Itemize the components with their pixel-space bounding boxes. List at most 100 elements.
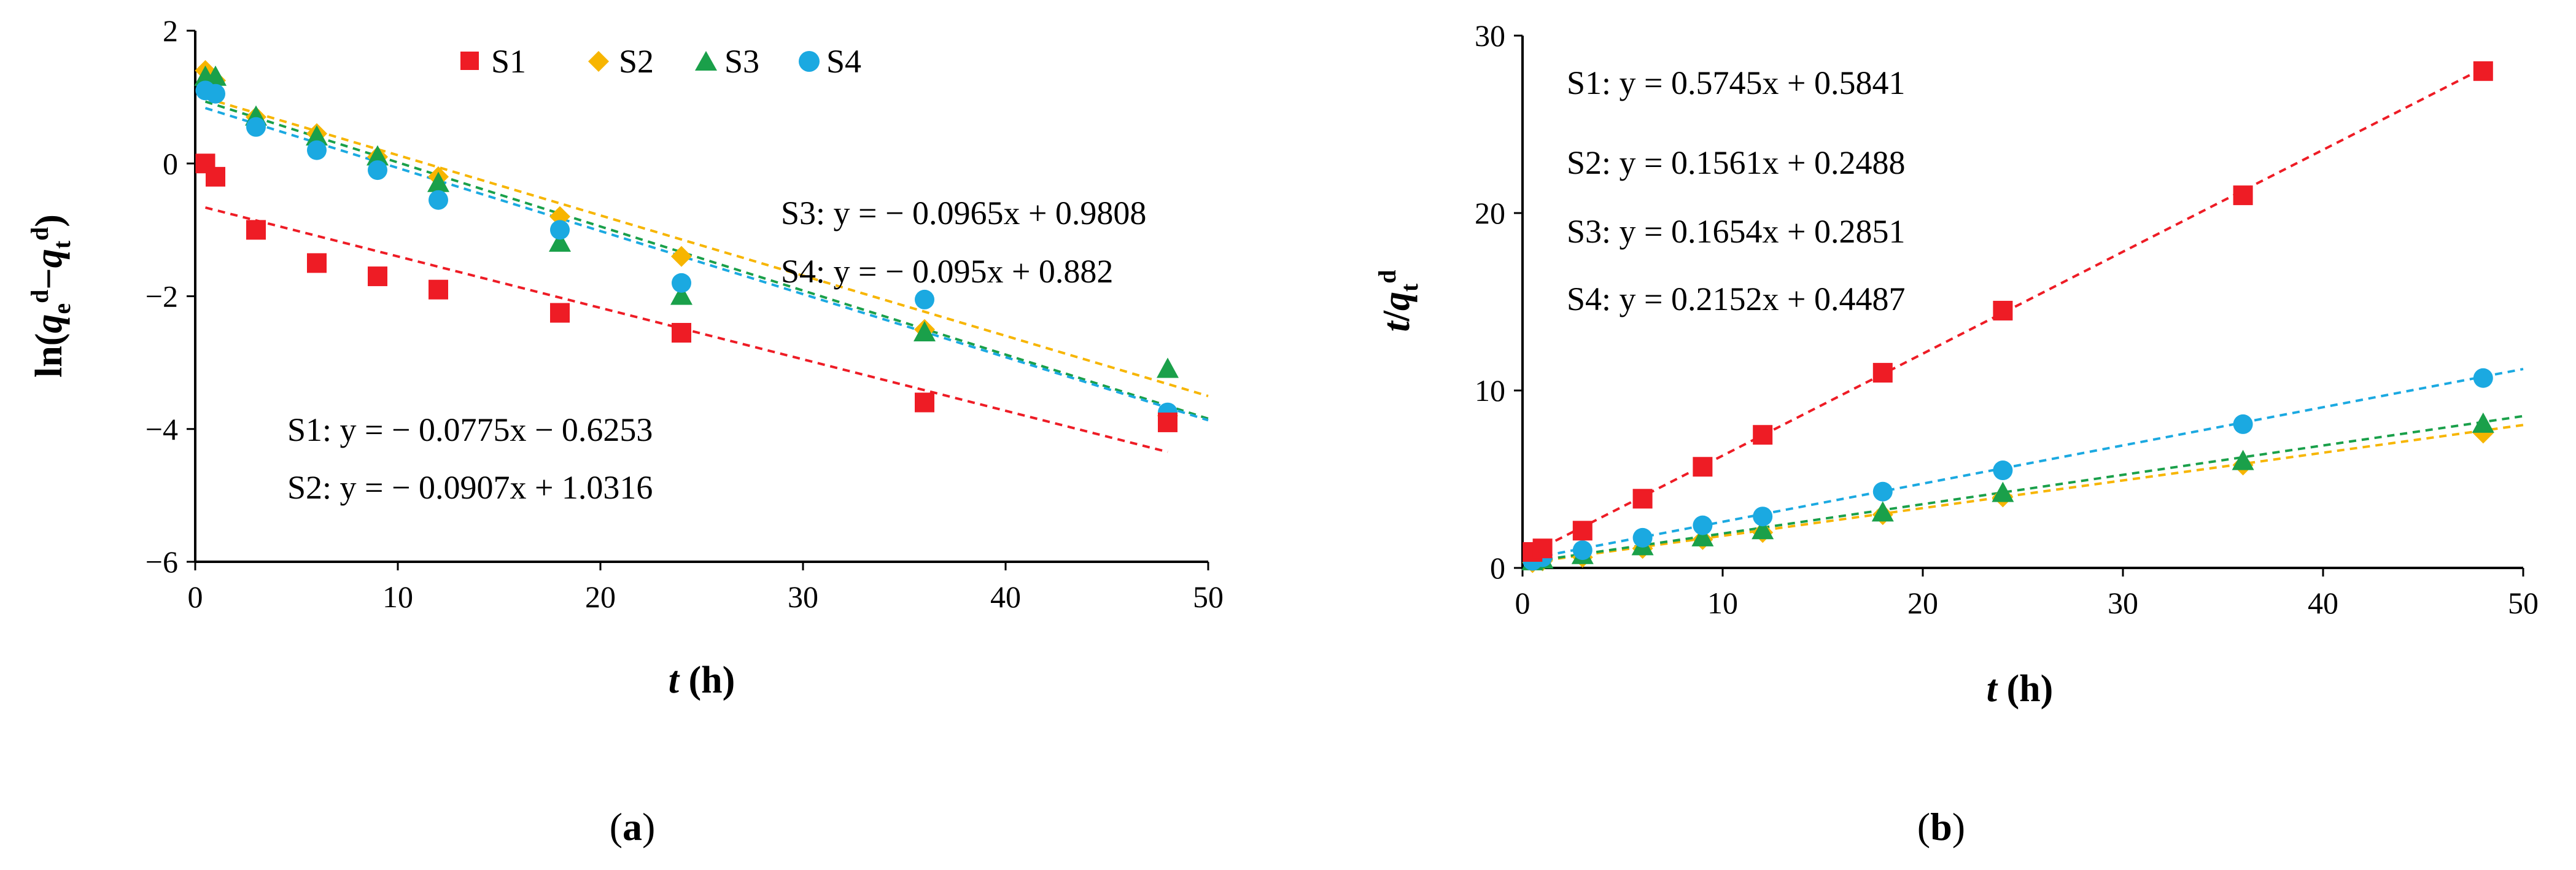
panel-a-point-s4 (429, 190, 448, 210)
panel-a-x-tick-label: 0 (188, 580, 203, 614)
panel-a-point-s1 (246, 220, 266, 240)
panel-b-x-tick-label: 50 (2508, 586, 2539, 620)
panel-b-fit-line-s3 (1532, 414, 2524, 563)
panel-a-point-s1 (915, 392, 934, 413)
panel-b-y-label: t/qtd (1373, 270, 1423, 332)
panel-a-point-s1 (307, 253, 327, 273)
panel-b-point-s4 (1753, 507, 1773, 527)
panel-a-point-s4 (368, 160, 387, 181)
panel-a-point-s3 (1157, 357, 1179, 378)
panel-b-y-tick-label: 0 (1490, 551, 1505, 585)
panel-a-eq-s1: S1: y = − 0.0775x − 0.6253 (287, 411, 653, 448)
panel-b-point-s3 (2232, 449, 2254, 470)
panel-b-point-s4 (1632, 527, 1653, 548)
panel-a-point-s3 (549, 231, 571, 252)
panel-b-eq-s3: S3: y = 0.1654x + 0.2851 (1567, 213, 1905, 250)
panel-a-point-s3 (670, 284, 692, 305)
panel-a-x-tick-label: 20 (585, 580, 616, 614)
panel-b-point-s4 (1872, 481, 1893, 502)
panel-a-x-tick-label: 40 (990, 580, 1021, 614)
panel-a-y-tick-label: −4 (145, 412, 178, 446)
panel-b-eq-s1: S1: y = 0.5745x + 0.5841 (1567, 64, 1905, 101)
panel-a-x-tick-label: 10 (382, 580, 413, 614)
panel-a-point-s3 (306, 125, 328, 146)
panel-b-y-tick-label: 30 (1475, 18, 1505, 53)
panel-b-point-s1 (2233, 185, 2253, 206)
legend-s2-label: S2 (619, 43, 654, 80)
panel-b-point-s1 (1693, 457, 1713, 477)
panel-a-y-tick-label: −6 (145, 545, 178, 579)
legend-s3-label: S3 (724, 43, 759, 80)
panel-b-point-s3 (1992, 481, 2014, 502)
legend-s2-marker (588, 51, 609, 72)
panel-b-point-s1 (1632, 489, 1653, 509)
panel-a-y-tick-label: −2 (145, 279, 178, 314)
panel-a-point-s2 (671, 246, 692, 267)
panel-a-point-s1 (550, 303, 570, 323)
panel-b-point-s3 (1691, 526, 1714, 546)
panel-b-point-s1 (1872, 363, 1893, 383)
panel-b-point-s3 (1871, 501, 1894, 522)
panel-a-point-s3 (204, 65, 227, 86)
panel-b-point-s1 (1993, 300, 2013, 320)
panel-b-eq-s4: S4: y = 0.2152x + 0.4487 (1567, 281, 1905, 317)
panel-b-y-tick-label: 20 (1475, 196, 1505, 230)
panel-a-y-label: ln(qed−qtd) (26, 214, 76, 378)
panel-a-label: (a) (610, 805, 656, 849)
panel-b-x-tick-label: 10 (1707, 586, 1738, 620)
panel-a-eq-s3: S3: y = − 0.0965x + 0.9808 (781, 195, 1146, 231)
legend-s4-marker (799, 51, 820, 72)
panel-b-x-label: t (h) (1987, 668, 2054, 710)
panel-a-point-s4 (915, 289, 934, 309)
panel-a-x-label: t (h) (669, 659, 735, 701)
panel-a-eq-s2: S2: y = − 0.0907x + 1.0316 (287, 469, 653, 506)
legend-s1-marker (460, 52, 479, 70)
panel-b-label: (b) (1917, 805, 1965, 849)
panel-a-fit-line-s2 (204, 96, 1209, 397)
panel-a-point-s1 (206, 166, 225, 187)
panel-b-fit-line-s2 (1532, 424, 2524, 564)
panel-a-x-tick-label: 50 (1193, 580, 1224, 614)
panel-b-eq-s2: S2: y = 0.1561x + 0.2488 (1567, 144, 1905, 181)
panel-a-point-s3 (914, 320, 936, 341)
panel-a-point-s1 (1158, 412, 1177, 432)
panel-b-y-tick-label: 10 (1475, 373, 1505, 408)
panel-b-x-tick-label: 20 (1907, 586, 1938, 620)
panel-b-point-s1 (2473, 61, 2493, 81)
panel-a-y-tick-label: 0 (163, 146, 178, 181)
panel-a-point-s4 (246, 117, 266, 137)
panel-b-point-s4 (2473, 368, 2493, 388)
panel-a-point-s1 (672, 322, 691, 343)
panel-a-point-s4 (206, 84, 225, 104)
panel-a-point-s3 (427, 171, 449, 192)
panel-b-x-tick-label: 40 (2308, 586, 2338, 620)
panel-a-point-s4 (672, 273, 691, 293)
panel-b-point-s4 (1572, 540, 1593, 561)
panel-b-point-s1 (1532, 538, 1553, 559)
panel-a-x-tick-label: 30 (788, 580, 818, 614)
legend-s4-label: S4 (826, 43, 861, 80)
panel-b-x-tick-label: 30 (2108, 586, 2138, 620)
panel-b-x-tick-label: 0 (1515, 586, 1530, 620)
panel-b-point-s1 (1753, 425, 1773, 445)
panel-b-point-s1 (1572, 521, 1593, 541)
panel-b: 0 10 20 30 40 50 30 20 10 0 S1: y = 0.5745x + 0.5… (1373, 18, 2539, 849)
panel-b-point-s4 (1993, 460, 2013, 481)
panel-a-point-s4 (307, 140, 327, 160)
panel-b-point-s3 (2472, 412, 2494, 433)
panel-a-point-s1 (368, 266, 387, 287)
panel-a-legend: S1 S2 S3 S4 (460, 43, 861, 80)
legend-s1-label: S1 (491, 43, 526, 80)
panel-a-eq-s4: S4: y = − 0.095x + 0.882 (781, 253, 1113, 290)
panel-a-y-tick-label: 2 (163, 14, 178, 48)
panel-a-point-s4 (550, 220, 570, 240)
panel-b-point-s3 (1752, 519, 1774, 540)
legend-s3-marker (695, 51, 717, 71)
panel-a-point-s1 (429, 279, 448, 300)
panel-b-fit-line-s4 (1532, 368, 2524, 559)
panel-b-point-s4 (2233, 414, 2253, 434)
panel-b-point-s4 (1693, 515, 1713, 535)
panel-a-point-s3 (367, 145, 389, 166)
